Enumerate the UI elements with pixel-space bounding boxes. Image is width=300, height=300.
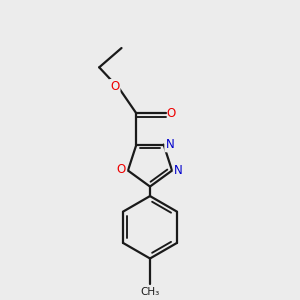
Text: N: N xyxy=(174,164,183,177)
Text: N: N xyxy=(166,138,174,151)
Text: O: O xyxy=(110,80,119,93)
Text: O: O xyxy=(167,107,176,120)
Text: O: O xyxy=(117,164,126,176)
Text: CH₃: CH₃ xyxy=(140,287,160,297)
